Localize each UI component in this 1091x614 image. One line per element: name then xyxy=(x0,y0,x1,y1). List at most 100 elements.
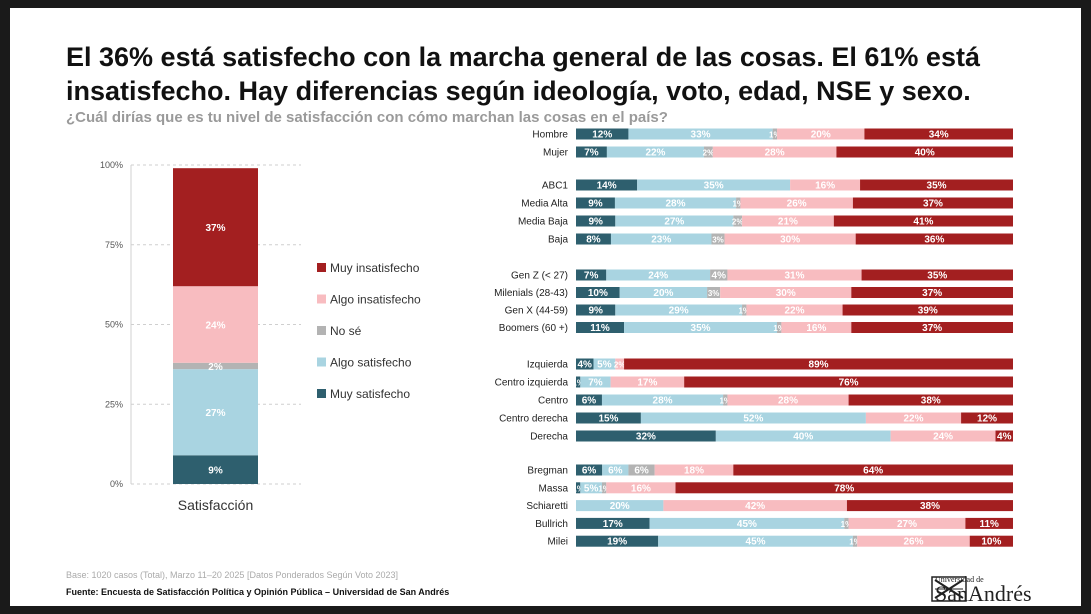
bar-data-label: 41% xyxy=(913,217,933,228)
bar-segment xyxy=(704,146,713,158)
bar-segment xyxy=(602,464,629,476)
bar-data-label: 11% xyxy=(979,519,999,530)
bar-data-label: 3% xyxy=(708,289,720,298)
bar-data-label: 20% xyxy=(610,501,630,512)
university-logo: Universidad de SanAndrés xyxy=(931,575,1032,606)
bar-segment xyxy=(861,269,1013,281)
bar-segment xyxy=(628,464,655,476)
bar-segment xyxy=(580,376,611,388)
bar-segment xyxy=(624,358,1013,370)
bar-segment xyxy=(790,179,861,191)
bar-data-label: 6% xyxy=(634,466,649,477)
bar-data-label: 14% xyxy=(597,181,617,192)
slide-title: El 36% está satisfecho con la marcha gen… xyxy=(66,42,980,106)
bar-data-label: 38% xyxy=(920,501,940,512)
bar-data-label: 31% xyxy=(784,271,804,282)
bar-segment xyxy=(684,376,1013,388)
logo-big-text: SanAndrés xyxy=(935,581,1032,606)
bar-data-label: 27% xyxy=(664,217,684,228)
bar-segment xyxy=(658,535,853,547)
bar-data-label: 30% xyxy=(776,288,796,299)
bar-data-label: 35% xyxy=(704,181,724,192)
bar-data-label: 9% xyxy=(208,466,223,477)
bar-segment xyxy=(848,394,1013,406)
bar-segment xyxy=(995,430,1013,442)
bar-segment xyxy=(742,215,834,227)
bar-data-label: 37% xyxy=(922,288,942,299)
bar-segment xyxy=(624,322,778,333)
bar-data-label: 35% xyxy=(927,181,947,192)
bar-data-label: 2% xyxy=(614,361,626,370)
legend-label: Algo insatisfecho xyxy=(330,293,421,307)
bar-data-label: 52% xyxy=(743,414,763,425)
bar-data-label: 33% xyxy=(691,130,711,141)
bar-data-label: 1% xyxy=(732,200,744,209)
bar-data-label: 40% xyxy=(915,148,935,159)
bar-data-label: 6% xyxy=(608,466,623,477)
bar-data-label: 24% xyxy=(648,271,668,282)
bar-segment xyxy=(711,233,725,245)
bar-segment xyxy=(742,304,747,316)
bar-data-label: 1% xyxy=(738,307,750,316)
bar-data-label: 28% xyxy=(653,396,673,407)
bar-data-label: 1% xyxy=(719,397,731,406)
row-label: Derecha xyxy=(530,432,568,443)
bar-data-label: 20% xyxy=(811,130,831,141)
y-tick-label: 100% xyxy=(100,160,123,170)
bar-data-label: 1% xyxy=(769,131,781,140)
row-label: Boomers (60 +) xyxy=(499,323,568,334)
bar-data-label: 89% xyxy=(809,360,829,371)
row-label: Massa xyxy=(539,483,569,494)
bar-segment xyxy=(675,482,1013,494)
bar-data-label: 21% xyxy=(778,217,798,228)
bar-data-label: 10% xyxy=(981,537,1001,548)
bar-segment xyxy=(576,376,581,388)
bar-data-label: 15% xyxy=(598,414,618,425)
bar-segment xyxy=(727,394,849,406)
bar-segment xyxy=(857,535,970,547)
bar-data-label: 1% xyxy=(841,520,853,529)
bar-data-label: 2% xyxy=(732,218,744,227)
bar-segment xyxy=(772,128,778,140)
bar-data-label: 9% xyxy=(588,217,603,228)
bar-segment xyxy=(606,146,705,158)
bar-segment xyxy=(619,287,708,298)
y-tick-label: 25% xyxy=(105,399,123,409)
charts-canvas: 0% 25% 50% 75% 100% 9% 27% 2% 24% 37% Satisfacción… xyxy=(100,128,1013,548)
bar-data-label: 37% xyxy=(922,323,942,334)
base-note: Base: 1020 casos (Total), Marzo 11–20 20… xyxy=(66,570,399,580)
bar-segment xyxy=(576,215,616,227)
bar-data-label: 37% xyxy=(923,199,943,210)
bar-segment xyxy=(844,517,849,529)
bar-segment xyxy=(733,464,1013,476)
bar-data-label: 27% xyxy=(205,408,225,419)
bar-segment xyxy=(848,517,966,529)
bar-data-label: 34% xyxy=(929,130,949,141)
bar-data-label: 1% xyxy=(572,484,584,493)
bar-segment xyxy=(833,215,1013,227)
bar-segment-algo-satisfecho xyxy=(173,369,258,456)
bar-segment xyxy=(649,517,845,529)
bar-segment xyxy=(610,376,685,388)
bar-segment xyxy=(615,304,743,316)
bar-data-label: 24% xyxy=(933,432,953,443)
bar-segment xyxy=(852,197,1013,209)
bar-segment xyxy=(864,128,1013,140)
bar-data-label: 39% xyxy=(918,306,938,317)
bar-data-label: 12% xyxy=(977,414,997,425)
bar-segment xyxy=(614,197,737,209)
bar-segment xyxy=(865,412,962,424)
bar-data-label: 16% xyxy=(806,323,826,334)
logo-small-text: Universidad de xyxy=(935,575,984,584)
legend-swatch xyxy=(317,357,326,367)
bar-data-label: 8% xyxy=(586,235,601,246)
bar-segment-muy-satisfecho xyxy=(173,455,258,484)
bar-segment xyxy=(965,517,1013,529)
bar-data-label: 7% xyxy=(588,378,603,389)
source-note: Fuente: Encuesta de Satisfacción Polític… xyxy=(66,587,450,597)
bar-segment xyxy=(628,128,773,140)
bar-data-label: 11% xyxy=(590,323,610,334)
bar-data-label: 9% xyxy=(588,306,603,317)
y-tick-label: 0% xyxy=(110,479,123,489)
row-label: Media Alta xyxy=(521,199,568,210)
